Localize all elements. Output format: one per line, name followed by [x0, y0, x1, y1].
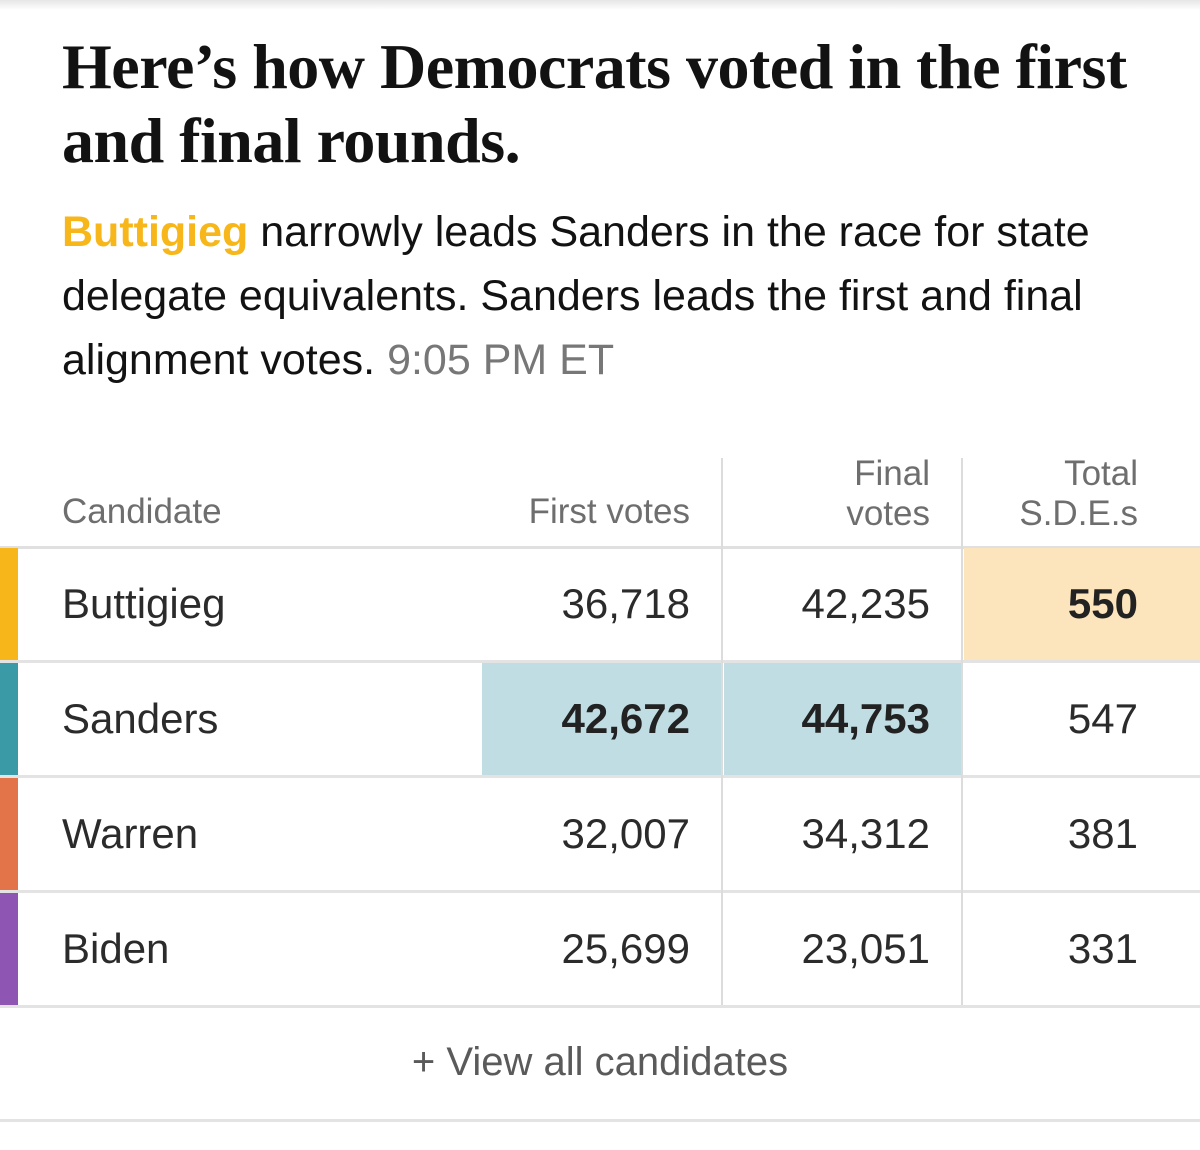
timestamp: 9:05 PM ET [387, 336, 615, 384]
summary-text: narrowly leads Sanders in the race for s… [62, 208, 1090, 384]
header-total-sdes-line1: Total [1064, 454, 1138, 493]
first-votes-value: 42,672 [482, 663, 722, 775]
candidate-name: Warren [62, 810, 199, 857]
total-sdes-value: 547 [1067, 695, 1138, 742]
summary-leader-name: Buttigieg [62, 208, 249, 256]
header-total-sdes-line2: S.D.E.s [1019, 494, 1138, 533]
column-divider [721, 458, 723, 1005]
final-votes-value: 42,235 [801, 580, 930, 627]
top-shadow [0, 0, 1200, 10]
first-votes-value: 36,718 [561, 580, 690, 627]
candidate-color-swatch [0, 778, 18, 890]
final-votes-value: 23,051 [801, 925, 930, 972]
header-first-votes: First votes [528, 492, 690, 531]
header-final-votes-line1: Final [854, 454, 930, 493]
first-votes-value: 25,699 [561, 925, 690, 972]
total-sdes-value: 381 [1067, 810, 1138, 857]
first-votes-value: 32,007 [561, 810, 690, 857]
candidate-name: Sanders [62, 695, 219, 742]
final-votes-value: 44,753 [724, 663, 962, 775]
header-final-votes-line2: votes [846, 494, 930, 533]
table-row-biden: Biden 25,699 23,051 331 [0, 893, 1200, 1008]
table-row-warren: Warren 32,007 34,312 381 [0, 778, 1200, 893]
total-sdes-value: 550 [964, 548, 1200, 660]
candidate-name: Biden [62, 925, 170, 972]
summary: Buttigieg narrowly leads Sanders in the … [62, 200, 1142, 392]
view-all-candidates-button[interactable]: + View all candidates [411, 1040, 789, 1084]
table-row-buttigieg: Buttigieg 36,718 42,235 550 [0, 548, 1200, 663]
table-footer: + View all candidates [0, 1005, 1200, 1122]
table-row-sanders: Sanders 42,672 44,753 547 [0, 663, 1200, 778]
candidate-color-swatch [0, 663, 18, 775]
headline: Here’s how Democrats voted in the first … [62, 31, 1127, 176]
candidate-color-swatch [0, 893, 18, 1005]
header-candidate: Candidate [62, 492, 222, 531]
header-final-votes: Final votes [730, 454, 930, 534]
column-divider [961, 458, 963, 1005]
header-total-sdes: Total S.D.E.s [938, 454, 1138, 534]
table-header-row: Candidate First votes Final votes Total … [0, 450, 1200, 549]
final-votes-value: 34,312 [801, 810, 930, 857]
total-sdes-value: 331 [1067, 925, 1138, 972]
candidate-name: Buttigieg [62, 580, 226, 627]
candidate-color-swatch [0, 548, 18, 660]
